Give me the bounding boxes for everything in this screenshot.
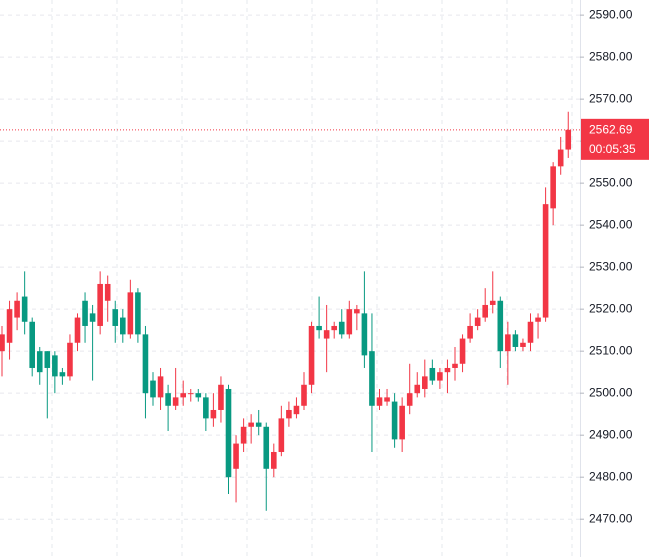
candle-body (520, 342, 526, 347)
y-tick-label: 2490.00 (589, 427, 633, 441)
candle-body (286, 409, 292, 419)
candle-body (444, 367, 451, 373)
candle-body (429, 367, 436, 381)
candle-body (293, 405, 300, 415)
candle-body (165, 393, 171, 406)
candle-body (180, 393, 186, 398)
candle-body (210, 409, 217, 419)
candle-body (346, 309, 353, 335)
y-tick-label: 2510.00 (589, 343, 633, 357)
y-tick-label: 2550.00 (589, 175, 633, 189)
candle-body (414, 384, 421, 394)
candle-body (218, 384, 224, 410)
candle-body (21, 296, 28, 322)
candle-body (308, 325, 315, 385)
candle-body (565, 129, 572, 150)
last-price-label: 2562.69 (589, 123, 633, 137)
candle-body (452, 363, 458, 368)
candle-body (255, 422, 262, 427)
candle-body (459, 338, 466, 364)
y-tick-label: 2470.00 (589, 511, 633, 525)
candle-body (384, 397, 390, 402)
candle-body (331, 325, 337, 331)
y-tick-label: 2540.00 (589, 217, 633, 231)
candle-body (437, 372, 443, 381)
candle-body (323, 330, 330, 339)
y-tick-label: 2530.00 (589, 259, 633, 273)
last-price-box (581, 118, 649, 160)
candle-body (74, 317, 81, 343)
candle-body (233, 443, 239, 469)
candle-body (97, 283, 103, 326)
y-tick-label: 2570.00 (589, 91, 633, 105)
candle-body (29, 321, 35, 368)
candle-body (157, 376, 164, 398)
candle-body (489, 300, 496, 305)
candle-body (542, 204, 549, 318)
candle-body (512, 334, 519, 347)
y-tick-label: 2500.00 (589, 385, 633, 399)
candle-body (52, 355, 58, 377)
candle-body (550, 166, 556, 209)
candle-body (391, 401, 398, 440)
candle-body (369, 351, 375, 406)
candle-body (150, 380, 156, 398)
y-tick-label: 2580.00 (589, 49, 633, 63)
candle-body (195, 393, 202, 398)
candle-body (399, 405, 405, 440)
candle-body (89, 313, 96, 322)
candle-body (271, 451, 277, 469)
candle-body (497, 300, 504, 352)
candle-body (535, 317, 541, 322)
y-tick-label: 2520.00 (589, 301, 633, 315)
y-tick-label: 2590.00 (589, 7, 633, 21)
candle-body (14, 300, 20, 318)
candle-body (406, 393, 413, 406)
candle-body (376, 397, 383, 406)
candle-body (240, 426, 247, 444)
candle-body (112, 309, 119, 326)
candle-body (316, 325, 322, 331)
candle-body (0, 334, 5, 352)
candle-body (142, 334, 149, 394)
candle-body (278, 418, 285, 452)
candle-body (59, 372, 66, 377)
candle-body (557, 149, 564, 167)
candle-body (203, 397, 209, 419)
candle-body (263, 426, 270, 469)
candle-body (505, 334, 511, 352)
candle-body (354, 309, 360, 314)
candle-body (301, 384, 307, 406)
candle-body (422, 376, 428, 389)
candle-body (527, 321, 534, 343)
candle-body (187, 393, 194, 395)
y-tick-label: 2480.00 (589, 469, 633, 483)
candle-body (104, 283, 111, 301)
candle-body (482, 304, 488, 318)
candle-body (127, 292, 134, 335)
candle-body (474, 317, 481, 326)
candle-body (6, 309, 13, 343)
candle-body (361, 313, 368, 356)
candle-body (172, 397, 179, 406)
candle-body (338, 321, 345, 335)
candle-body (36, 351, 43, 373)
countdown-label: 00:05:35 (589, 142, 636, 156)
candle-body (44, 351, 51, 368)
candle-body (135, 292, 141, 335)
candle-body (467, 325, 473, 339)
candle-body (67, 342, 73, 377)
candle-body (82, 300, 88, 326)
candle-body (225, 388, 232, 478)
candle-body (120, 317, 126, 335)
candle-body (248, 422, 254, 427)
